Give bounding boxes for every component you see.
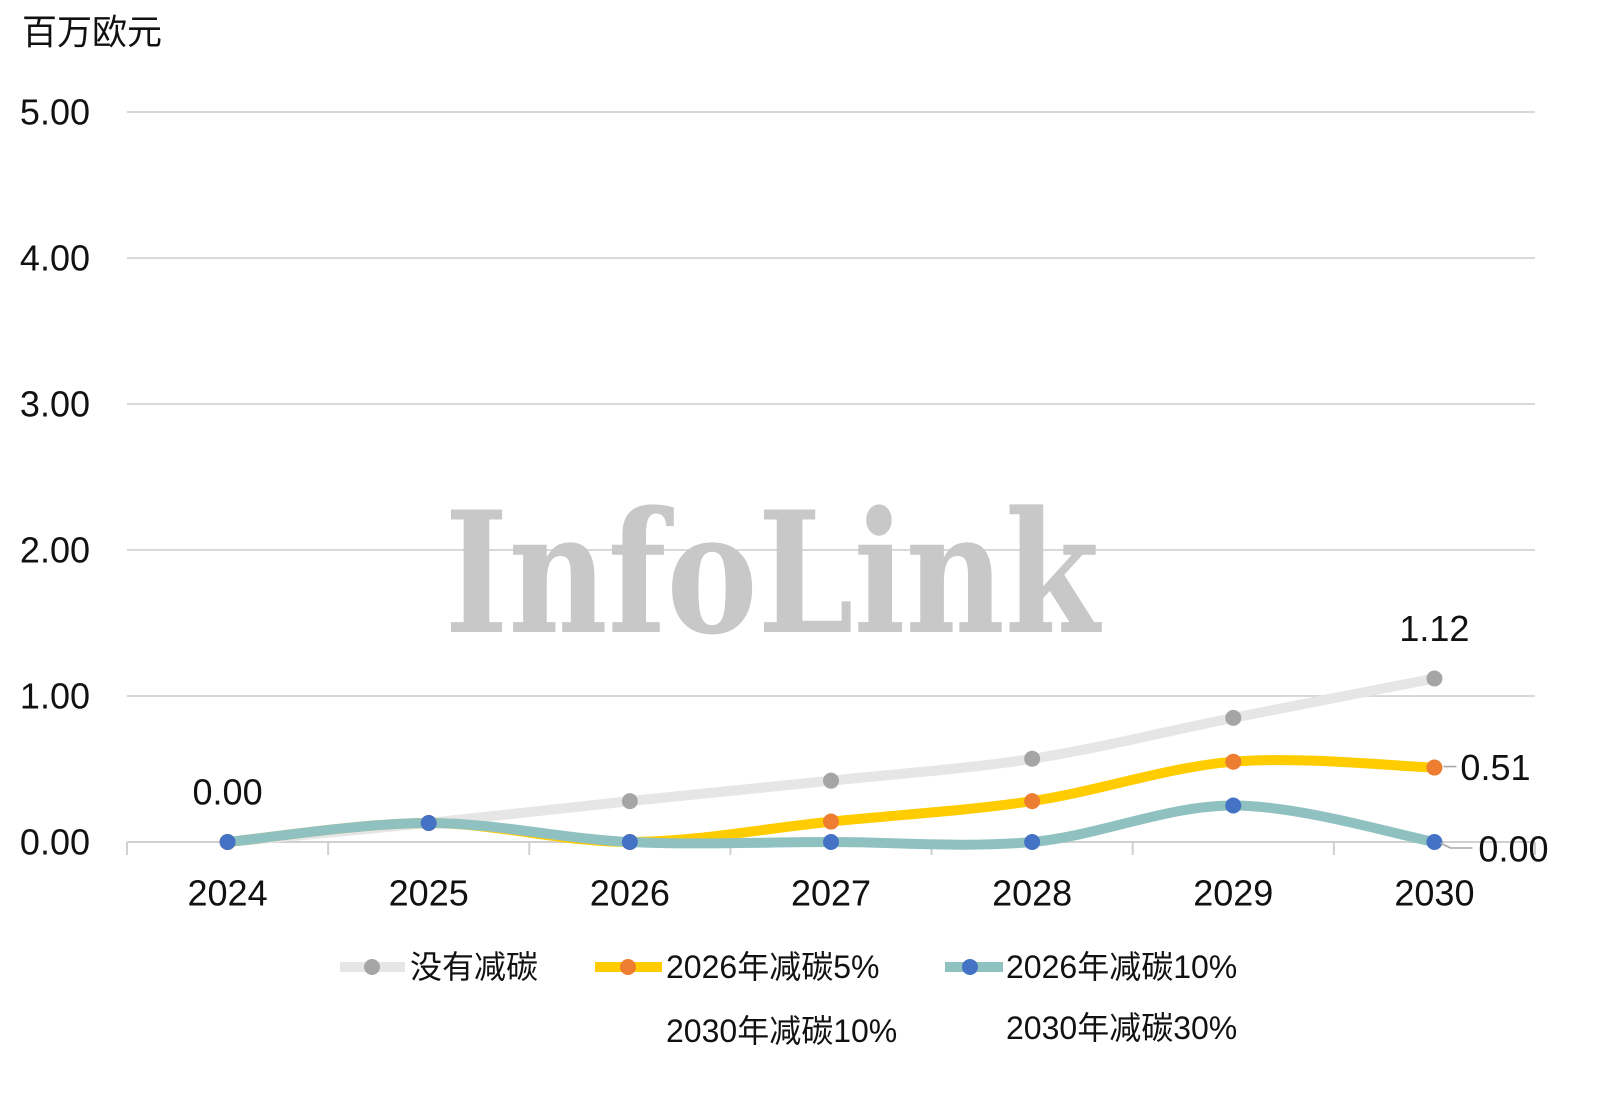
- data-label: 1.12: [1399, 608, 1469, 649]
- legend-item-4: 2030年减碳30%: [1006, 1010, 1237, 1046]
- y-axis-title: 百万欧元: [22, 14, 162, 53]
- series-2-marker: [1426, 834, 1443, 850]
- infolink-watermark: InfoLink: [445, 474, 1103, 672]
- series-0-marker: [1426, 670, 1443, 687]
- legend-item-2: 2026年减碳10%: [945, 949, 1237, 985]
- series-2: [219, 797, 1443, 850]
- y-tick-label: 0.00: [20, 822, 90, 863]
- legend-label: 2030年减碳10%: [666, 1013, 897, 1049]
- legend-marker: [364, 959, 380, 975]
- data-label: 0.00: [1478, 829, 1548, 870]
- series-0-marker: [1225, 709, 1242, 726]
- series-2-marker: [219, 834, 236, 850]
- x-tick-label: 2024: [188, 873, 268, 914]
- data-label: 0.00: [193, 772, 263, 813]
- legend-marker: [962, 959, 978, 975]
- legend-item-3: 2030年减碳10%: [666, 1013, 897, 1049]
- y-tick-label: 5.00: [20, 92, 90, 133]
- plot-series: [219, 670, 1443, 850]
- x-tick-label: 2029: [1193, 873, 1273, 914]
- series-2-marker: [420, 815, 437, 832]
- series-1-marker: [1426, 759, 1443, 776]
- gridlines: [127, 111, 1535, 843]
- x-tick-label: 2027: [791, 873, 871, 914]
- y-tick-label: 3.00: [20, 384, 90, 425]
- x-tick-label: 2026: [590, 873, 670, 914]
- data-labels: 0.00 1.12 0.51 0.00: [193, 608, 1549, 870]
- y-tick-label: 4.00: [20, 238, 90, 279]
- data-label-leader-line: [1440, 842, 1473, 849]
- legend-item-0: 没有减碳: [340, 949, 538, 985]
- legend-label: 2026年减碳10%: [1006, 949, 1237, 985]
- series-1-marker: [1024, 793, 1041, 810]
- series-0-marker: [621, 793, 638, 810]
- legend-label: 没有减碳: [410, 949, 538, 985]
- legend-marker: [620, 959, 636, 975]
- legend-label: 2030年减碳30%: [1006, 1010, 1237, 1046]
- legend-label: 2026年减碳5%: [666, 949, 879, 985]
- series-1-marker: [823, 813, 839, 830]
- x-tick-label: 2025: [389, 873, 469, 914]
- legend: 没有减碳 2026年减碳5% 2026年减碳10% 2030年减碳10% 2030年减碳…: [340, 949, 1237, 1049]
- y-tick-label: 1.00: [20, 676, 90, 717]
- series-0-marker: [823, 772, 839, 789]
- series-2-marker: [823, 834, 839, 850]
- series-0-marker: [1024, 750, 1041, 767]
- legend-item-1: 2026年减碳5%: [595, 949, 879, 985]
- data-label: 0.51: [1460, 747, 1530, 788]
- x-tick-label: 2030: [1394, 873, 1474, 914]
- series-1-marker: [1225, 753, 1242, 770]
- y-tick-label: 2.00: [20, 530, 90, 571]
- series-2-marker: [1024, 834, 1041, 850]
- y-axis-tick-labels: 0.00 1.00 2.00 3.00 4.00 5.00: [20, 92, 90, 863]
- x-axis: 2024 2025 2026 2027 2028 2029 2030: [126, 842, 1536, 914]
- x-tick-label: 2028: [992, 873, 1072, 914]
- series-2-marker: [621, 834, 638, 850]
- series-2-marker: [1225, 797, 1242, 814]
